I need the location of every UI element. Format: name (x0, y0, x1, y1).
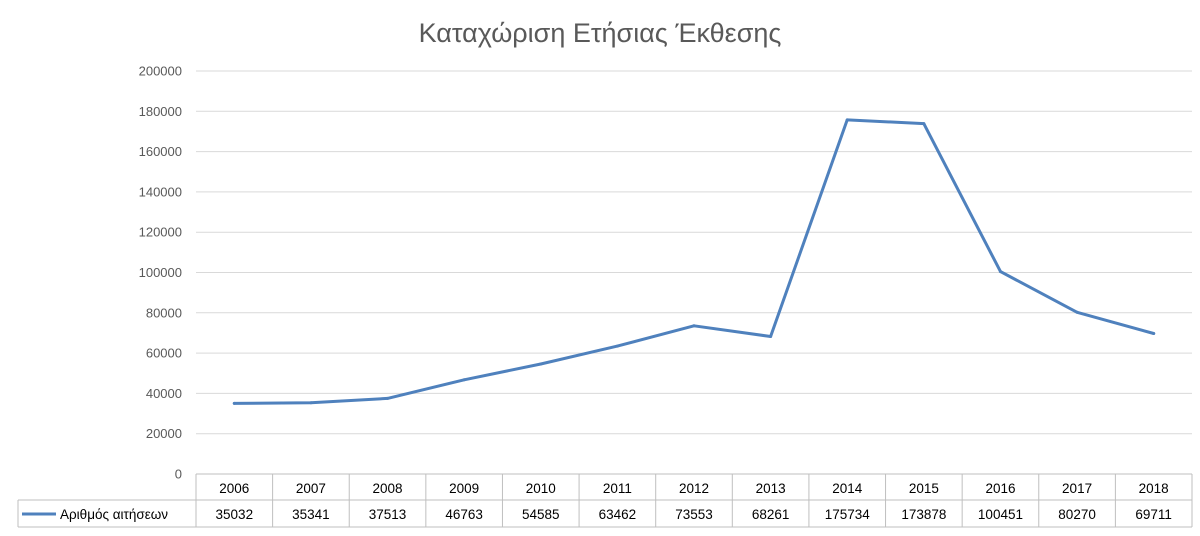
y-tick-label: 140000 (139, 184, 182, 199)
data-point (539, 362, 543, 366)
data-table-value: 46763 (445, 507, 483, 522)
data-table: 2006 2007 2008 2009 2010 2011 2012 2013 2014 2015… (17, 473, 1193, 528)
y-tick-label: 40000 (146, 386, 182, 401)
x-tick-label: 2014 (832, 481, 863, 496)
data-table-value: 80270 (1058, 507, 1096, 522)
y-tick-label: 60000 (146, 346, 182, 361)
data-point (845, 118, 849, 122)
y-tick-label: 160000 (139, 144, 182, 159)
data-point (769, 334, 773, 338)
x-tick-label: 2010 (526, 481, 556, 496)
y-tick-label: 0 (175, 467, 182, 482)
data-point (232, 401, 236, 405)
x-tick-label: 2017 (1062, 481, 1092, 496)
y-tick-label: 120000 (139, 225, 182, 240)
y-tick-label: 80000 (146, 305, 182, 320)
data-point (615, 344, 619, 348)
data-table-value: 100451 (978, 507, 1023, 522)
y-tick-label: 100000 (139, 265, 182, 280)
y-tick-label: 200000 (139, 64, 182, 79)
data-table-value: 35032 (216, 507, 254, 522)
x-tick-label: 2011 (603, 481, 632, 496)
data-table-value: 35341 (292, 507, 330, 522)
data-point (692, 324, 696, 328)
data-table-value: 69711 (1135, 507, 1172, 522)
series-line (232, 118, 1156, 405)
legend-label: Αριθμός αιτήσεων (60, 507, 168, 522)
x-tick-label: 2015 (909, 481, 939, 496)
data-table-value: 37513 (369, 507, 407, 522)
data-point (998, 270, 1002, 274)
x-tick-label: 2012 (679, 481, 709, 496)
data-point (309, 401, 313, 405)
data-point (386, 396, 390, 400)
series-layer (232, 118, 1156, 405)
data-table-value: 175734 (825, 507, 871, 522)
y-axis: 0 20000 40000 60000 80000 100000 120000 140000 1… (139, 64, 182, 482)
data-point (1075, 310, 1079, 314)
x-tick-label: 2009 (449, 481, 479, 496)
y-tick-label: 180000 (139, 104, 182, 119)
data-table-value: 68261 (752, 507, 790, 522)
data-table-value: 54585 (522, 507, 560, 522)
data-point (1152, 332, 1156, 336)
data-point (922, 122, 926, 126)
data-point (462, 378, 466, 382)
data-table-value: 173878 (901, 507, 946, 522)
x-tick-label: 2013 (756, 481, 786, 496)
x-tick-label: 2016 (985, 481, 1015, 496)
x-tick-label: 2018 (1139, 481, 1169, 496)
data-table-value: 63462 (599, 507, 637, 522)
chart-title: Καταχώριση Ετήσιας Έκθεσης (419, 18, 782, 48)
data-table-value: 73553 (675, 507, 713, 522)
gridlines (196, 70, 1192, 435)
x-tick-label: 2006 (219, 481, 249, 496)
y-tick-label: 20000 (146, 426, 182, 441)
x-tick-label: 2007 (296, 481, 326, 496)
x-tick-label: 2008 (373, 481, 403, 496)
